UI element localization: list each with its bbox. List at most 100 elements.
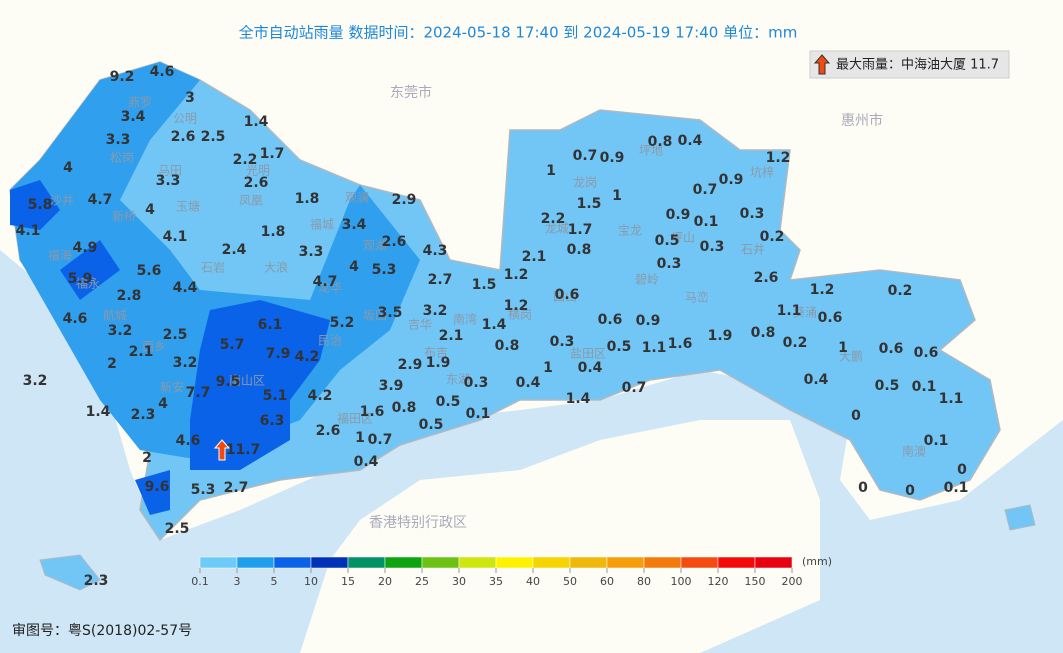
max-rain-label: 最大雨量：中海油大厦 11.7 [836,58,999,73]
station-value: 2.5 [163,327,188,343]
station-value: 2.1 [522,249,547,265]
station-value: 2.2 [541,211,566,227]
station-value: 0.1 [912,379,937,395]
district-name: 玉塘 [176,199,200,214]
station-value: 5.9 [68,271,93,287]
district-name: 观澜 [345,191,369,205]
station-value: 0.6 [914,345,939,361]
station-value: 5.1 [263,388,288,404]
station-value: 4.7 [88,192,113,208]
legend-tick-label: 100 [671,575,692,588]
station-value: 2.6 [382,234,407,250]
legend-tick-label: 50 [563,575,577,588]
station-value: 0.1 [694,214,719,230]
station-value: 0.4 [354,454,379,470]
legend-swatch [236,556,275,569]
legend-swatch [347,556,386,569]
legend-swatch [495,556,534,569]
legend-swatch [643,556,682,569]
legend: 0.1 3 5 10 15 20 25 30 35 40 50 60 80 100 120 150 200(mm… [191,555,832,588]
district-name: 航城 [103,308,127,323]
district-name: 吉华 [408,318,432,332]
place-name: 东莞市 [390,84,432,101]
district-name: 龙岗 [573,176,597,190]
district-name: 马田 [158,164,182,178]
district-name: 龙城 [545,222,569,236]
station-value: 3.4 [342,217,367,233]
station-value: 1.4 [244,114,269,130]
station-value: 0.2 [783,335,808,351]
station-value: 4.2 [295,349,320,365]
station-value: 3.9 [379,378,404,394]
station-value: 9.6 [145,479,170,495]
station-value: 2.3 [131,407,156,423]
legend-tick-label: 60 [600,575,614,588]
district-name: 大浪 [264,260,288,275]
station-value: 7.7 [186,385,211,401]
station-value: 0.5 [655,233,680,249]
station-value: 2.5 [201,129,226,145]
station-value: 1.8 [295,191,320,207]
station-value: 4.6 [63,311,88,327]
station-value: 2.8 [117,288,142,304]
station-value: 5.8 [28,197,53,213]
station-value: 3.2 [108,323,133,339]
station-value: 2.2 [233,152,258,168]
station-value: 2.7 [428,272,453,288]
district-name: 碧岭 [635,273,659,287]
station-value: 0.8 [751,325,776,341]
station-value: 2.3 [84,573,109,589]
station-value: 3.2 [173,355,198,371]
max-rain-icon [813,54,831,75]
station-value: 0.9 [719,172,744,188]
station-value: 9.2 [110,69,135,85]
station-value: 2.7 [224,480,249,496]
district-name: 宝龙 [618,224,642,238]
station-value: 0.8 [392,400,417,416]
district-name: 观湖 [363,238,387,253]
station-value: 5.3 [372,262,397,278]
district-name: 石井 [741,243,765,257]
station-value: 0.7 [622,380,647,396]
station-value: 0.3 [464,375,489,391]
station-value: 1.4 [482,317,507,333]
legend-swatch [754,556,793,569]
legend-swatch [680,556,719,569]
district-name: 沙井 [50,194,74,208]
legend-tick-label: 40 [526,575,540,588]
rain-5-10 [190,300,330,470]
station-value: 2.6 [244,175,269,191]
station-value: 3.3 [156,173,181,189]
legend-tick-label: 120 [708,575,729,588]
station-value: 4.3 [423,243,448,259]
station-value: 3.4 [121,109,146,125]
district-name: 新安 [160,380,184,395]
station-value: 0.3 [700,239,725,255]
district-name: 横岗 [508,308,532,322]
station-value: 0.7 [573,148,598,164]
legend-swatch [421,556,460,569]
station-value: 4.6 [150,64,175,80]
station-value: 2.5 [165,521,190,537]
station-value: 1.6 [668,336,693,352]
legend-tick-label: 25 [415,575,429,588]
district-name: 布吉 [424,346,448,360]
station-value: 2.4 [222,242,247,258]
station-value: 11.7 [226,442,261,458]
district-name: 坪地 [639,144,663,158]
station-value: 2.9 [398,357,423,373]
legend-tick-label: 15 [341,575,355,588]
station-value: 4.1 [163,229,188,245]
station-value: 0.6 [555,287,580,303]
island [39,504,1036,591]
place-name: 惠州市 [841,112,883,129]
legend-tick-label: 35 [489,575,503,588]
district-name: 松岗 [110,151,134,165]
station-value: 1.7 [260,146,285,162]
station-value: 0.8 [567,242,592,258]
station-value: 4.4 [173,280,198,296]
title: 全市自动站雨量 数据时间：2024-05-18 17:40 到 2024-05-… [239,24,798,42]
legend-tick-label: 150 [745,575,766,588]
station-value: 1.2 [504,267,529,283]
station-value: 1 [612,188,622,204]
